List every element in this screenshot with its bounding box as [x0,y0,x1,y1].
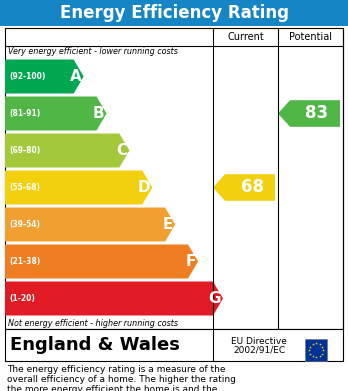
Text: F: F [186,254,196,269]
Text: England & Wales: England & Wales [10,336,180,354]
Polygon shape [5,97,106,131]
Text: (81-91): (81-91) [9,109,40,118]
Polygon shape [5,282,223,316]
Text: (92-100): (92-100) [9,72,45,81]
Text: (39-54): (39-54) [9,220,40,229]
Polygon shape [5,133,129,167]
Bar [305,339,327,361]
Text: 83: 83 [306,104,329,122]
Text: C: C [116,143,127,158]
Bar [5,28,343,329]
Text: 2002/91/EC: 2002/91/EC [233,346,285,355]
Text: The energy efficiency rating is a measure of the: The energy efficiency rating is a measur… [7,365,226,374]
Bar [5,329,343,361]
Text: D: D [138,180,150,195]
Text: (1-20): (1-20) [9,294,35,303]
Polygon shape [5,244,198,278]
Text: Very energy efficient - lower running costs: Very energy efficient - lower running co… [8,47,178,57]
Text: A: A [70,69,82,84]
Polygon shape [5,208,175,242]
Polygon shape [278,100,340,127]
Polygon shape [5,170,152,204]
Text: overall efficiency of a home. The higher the rating: overall efficiency of a home. The higher… [7,375,236,384]
Text: Potential: Potential [289,32,332,42]
Text: EU Directive: EU Directive [231,337,287,346]
Text: B: B [93,106,104,121]
Text: the more energy efficient the home is and the: the more energy efficient the home is an… [7,385,218,391]
Text: (21-38): (21-38) [9,257,40,266]
Text: (55-68): (55-68) [9,183,40,192]
Text: Energy Efficiency Rating: Energy Efficiency Rating [60,4,288,22]
Text: Current: Current [227,32,264,42]
Polygon shape [5,59,84,93]
Bar [0,0,348,26]
Text: 68: 68 [240,179,263,197]
Text: (69-80): (69-80) [9,146,40,155]
Text: G: G [208,291,221,306]
Polygon shape [213,174,275,201]
Text: Not energy efficient - higher running costs: Not energy efficient - higher running co… [8,319,178,328]
Text: E: E [163,217,173,232]
